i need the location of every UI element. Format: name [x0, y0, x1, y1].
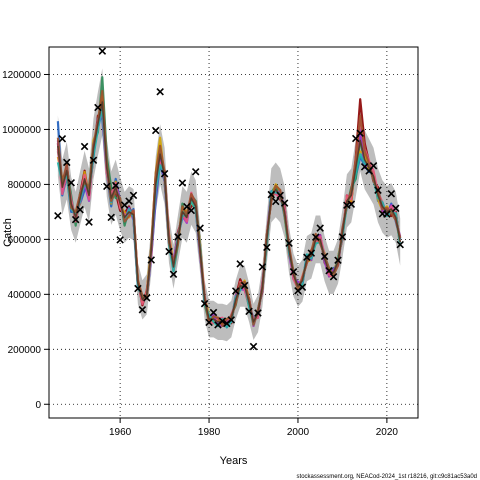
observed-catch-point [111, 181, 120, 190]
confidence-band [57, 68, 401, 342]
observed-catch-point [218, 317, 227, 325]
observed-catch-point [249, 342, 258, 351]
observed-catch-point [80, 142, 89, 151]
observed-catch-point [347, 200, 356, 208]
observed-catch-point [285, 239, 293, 247]
observed-catch-point [383, 210, 391, 218]
y-tick-label: 1000000 [2, 125, 41, 136]
plot-frame [48, 46, 419, 419]
observed-catch-point [258, 263, 267, 271]
observed-catch-point [103, 182, 111, 191]
observed-catch-point [76, 205, 84, 214]
x-tick-label: 2000 [287, 427, 310, 438]
observed-catch-point [54, 211, 62, 220]
y-axis-title: Catch [2, 218, 14, 247]
observed-catch-point [98, 47, 107, 55]
y-tick-label: 600000 [8, 235, 42, 246]
confidence-band-area [57, 68, 401, 342]
observed-catch-point [316, 224, 324, 232]
y-tick-label: 0 [35, 400, 41, 411]
observed-catch-point [191, 168, 200, 176]
observed-catch-point [169, 270, 178, 279]
observed-catch-point [245, 307, 253, 316]
observed-catch-point [356, 129, 364, 138]
observed-catch-point [85, 218, 93, 226]
observed-catch-point [165, 247, 173, 256]
observed-catch-point [276, 191, 284, 200]
observed-catch-point [236, 260, 244, 268]
x-axis-ticks: 1960 1980 2000 2020 [109, 418, 398, 438]
observed-catch-point [160, 169, 169, 178]
footer-text: stockassessment.org, NEACod-2024_1st r18… [297, 474, 477, 480]
observed-catch-point [311, 233, 320, 241]
y-tick-label: 1200000 [2, 70, 41, 81]
observed-catch-point [307, 249, 316, 257]
observed-catch-point [147, 256, 156, 264]
observed-catch-point [129, 191, 138, 200]
observed-catch-point [71, 215, 80, 224]
observed-catch-point [107, 213, 116, 222]
observed-catch-point [392, 204, 400, 213]
observed-catch-point [196, 224, 204, 232]
y-tick-label: 400000 [8, 290, 42, 301]
observed-catch-point [178, 179, 187, 187]
observed-catch-point [267, 190, 276, 199]
observed-catch-point [289, 268, 298, 276]
observed-catch-point [387, 189, 396, 198]
observed-catch-point [280, 199, 289, 207]
observed-catch-point [254, 309, 262, 317]
y-axis-ticks: 0 200000 400000 600000 800000 1000000 1200000 [2, 70, 49, 411]
observed-catch-point [263, 243, 271, 252]
x-tick-label: 1960 [109, 427, 132, 438]
observed-catch-point [334, 256, 342, 265]
y-tick-label: 800000 [8, 180, 42, 191]
observed-catch-point [67, 178, 75, 187]
observed-catch-point [231, 287, 240, 295]
observed-catch-point [116, 236, 124, 244]
observed-catch-point [227, 316, 236, 324]
observed-catch-point [58, 135, 67, 143]
observed-catch-point [205, 318, 213, 327]
observed-catch-point [125, 197, 133, 205]
x-tick-label: 2020 [376, 427, 399, 438]
observed-catch-point [338, 233, 347, 241]
observed-catch-point [320, 252, 329, 261]
observed-catch-point [63, 158, 71, 167]
observed-catch-point [329, 272, 338, 281]
observed-catch-point [187, 206, 196, 215]
observed-catch-point [138, 305, 147, 314]
observed-catch-point [156, 88, 164, 96]
x-axis-title: Years [220, 455, 248, 467]
x-tick-label: 1980 [198, 427, 221, 438]
observed-catch-point [298, 283, 307, 291]
observed-catch-point [143, 294, 151, 302]
observed-catch-point [240, 281, 249, 290]
observed-catch-point [94, 103, 102, 112]
observed-catch-point [325, 266, 333, 275]
y-tick-label: 200000 [8, 345, 42, 356]
observed-catch-point [174, 233, 182, 241]
observed-catch-point [89, 156, 98, 164]
observed-catch-point [200, 299, 209, 308]
observed-catch-point [134, 284, 142, 293]
observed-catch-point [271, 197, 280, 206]
observed-catch-point [369, 161, 378, 170]
observed-catch-point [209, 308, 218, 317]
observed-catch-markers [54, 47, 404, 351]
observed-catch-point [374, 186, 382, 194]
observed-catch-point [396, 240, 404, 249]
observed-catch-point [151, 126, 160, 135]
